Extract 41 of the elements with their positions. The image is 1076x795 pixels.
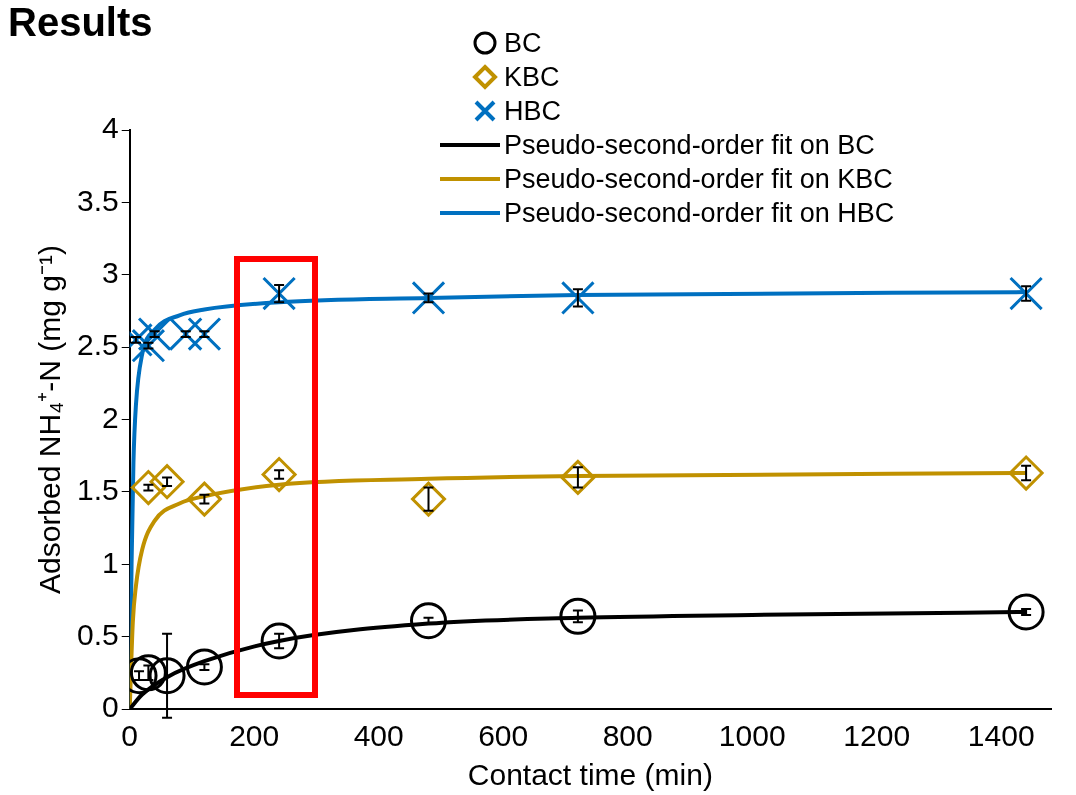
x-tick-label: 1400 xyxy=(967,719,1035,753)
point xyxy=(260,622,298,660)
point xyxy=(186,481,222,517)
y-tick-label: 1.5 xyxy=(76,473,119,507)
legend-label: KBC xyxy=(504,61,560,94)
point xyxy=(410,602,447,640)
x-axis-title: Contact time (min) xyxy=(467,758,713,792)
x-tick-label: 800 xyxy=(602,719,653,753)
x-tick-label: 600 xyxy=(478,719,529,753)
point xyxy=(149,464,185,500)
point xyxy=(261,457,297,493)
point xyxy=(1007,593,1045,631)
x-tick-label: 1200 xyxy=(843,719,911,753)
point xyxy=(148,657,186,695)
y-tick-label: 0.5 xyxy=(76,617,119,651)
y-axis-title: Adsorbed NH₄⁺-N (mg g⁻¹) xyxy=(33,245,67,594)
y-tick-label: 3 xyxy=(102,256,119,290)
legend-label: HBC xyxy=(504,95,562,128)
x-tick-label: 1000 xyxy=(718,719,786,753)
y-tick-label: 1 xyxy=(102,545,119,579)
point xyxy=(560,459,596,495)
legend-label: BC xyxy=(504,27,542,60)
legend-label: Pseudo-second-order fit on BC xyxy=(504,129,875,162)
legend-label: Pseudo-second-order fit on KBC xyxy=(504,163,893,196)
point xyxy=(411,481,446,517)
y-tick-label: 4 xyxy=(102,111,119,145)
point xyxy=(262,276,297,311)
point xyxy=(1008,455,1044,491)
chart-title: Results xyxy=(8,0,153,44)
point xyxy=(130,470,166,506)
x-tick-label: 200 xyxy=(229,719,280,753)
point xyxy=(560,280,595,315)
legend-label: Pseudo-second-order fit on HBC xyxy=(504,197,895,230)
y-tick-label: 2.5 xyxy=(76,328,119,362)
y-tick-label: 3.5 xyxy=(76,183,119,217)
x-tick-label: 400 xyxy=(353,719,404,753)
point xyxy=(129,654,167,692)
point xyxy=(185,648,223,686)
point xyxy=(559,597,597,635)
y-tick-label: 2 xyxy=(102,400,119,434)
y-tick-label: 0 xyxy=(102,690,119,724)
